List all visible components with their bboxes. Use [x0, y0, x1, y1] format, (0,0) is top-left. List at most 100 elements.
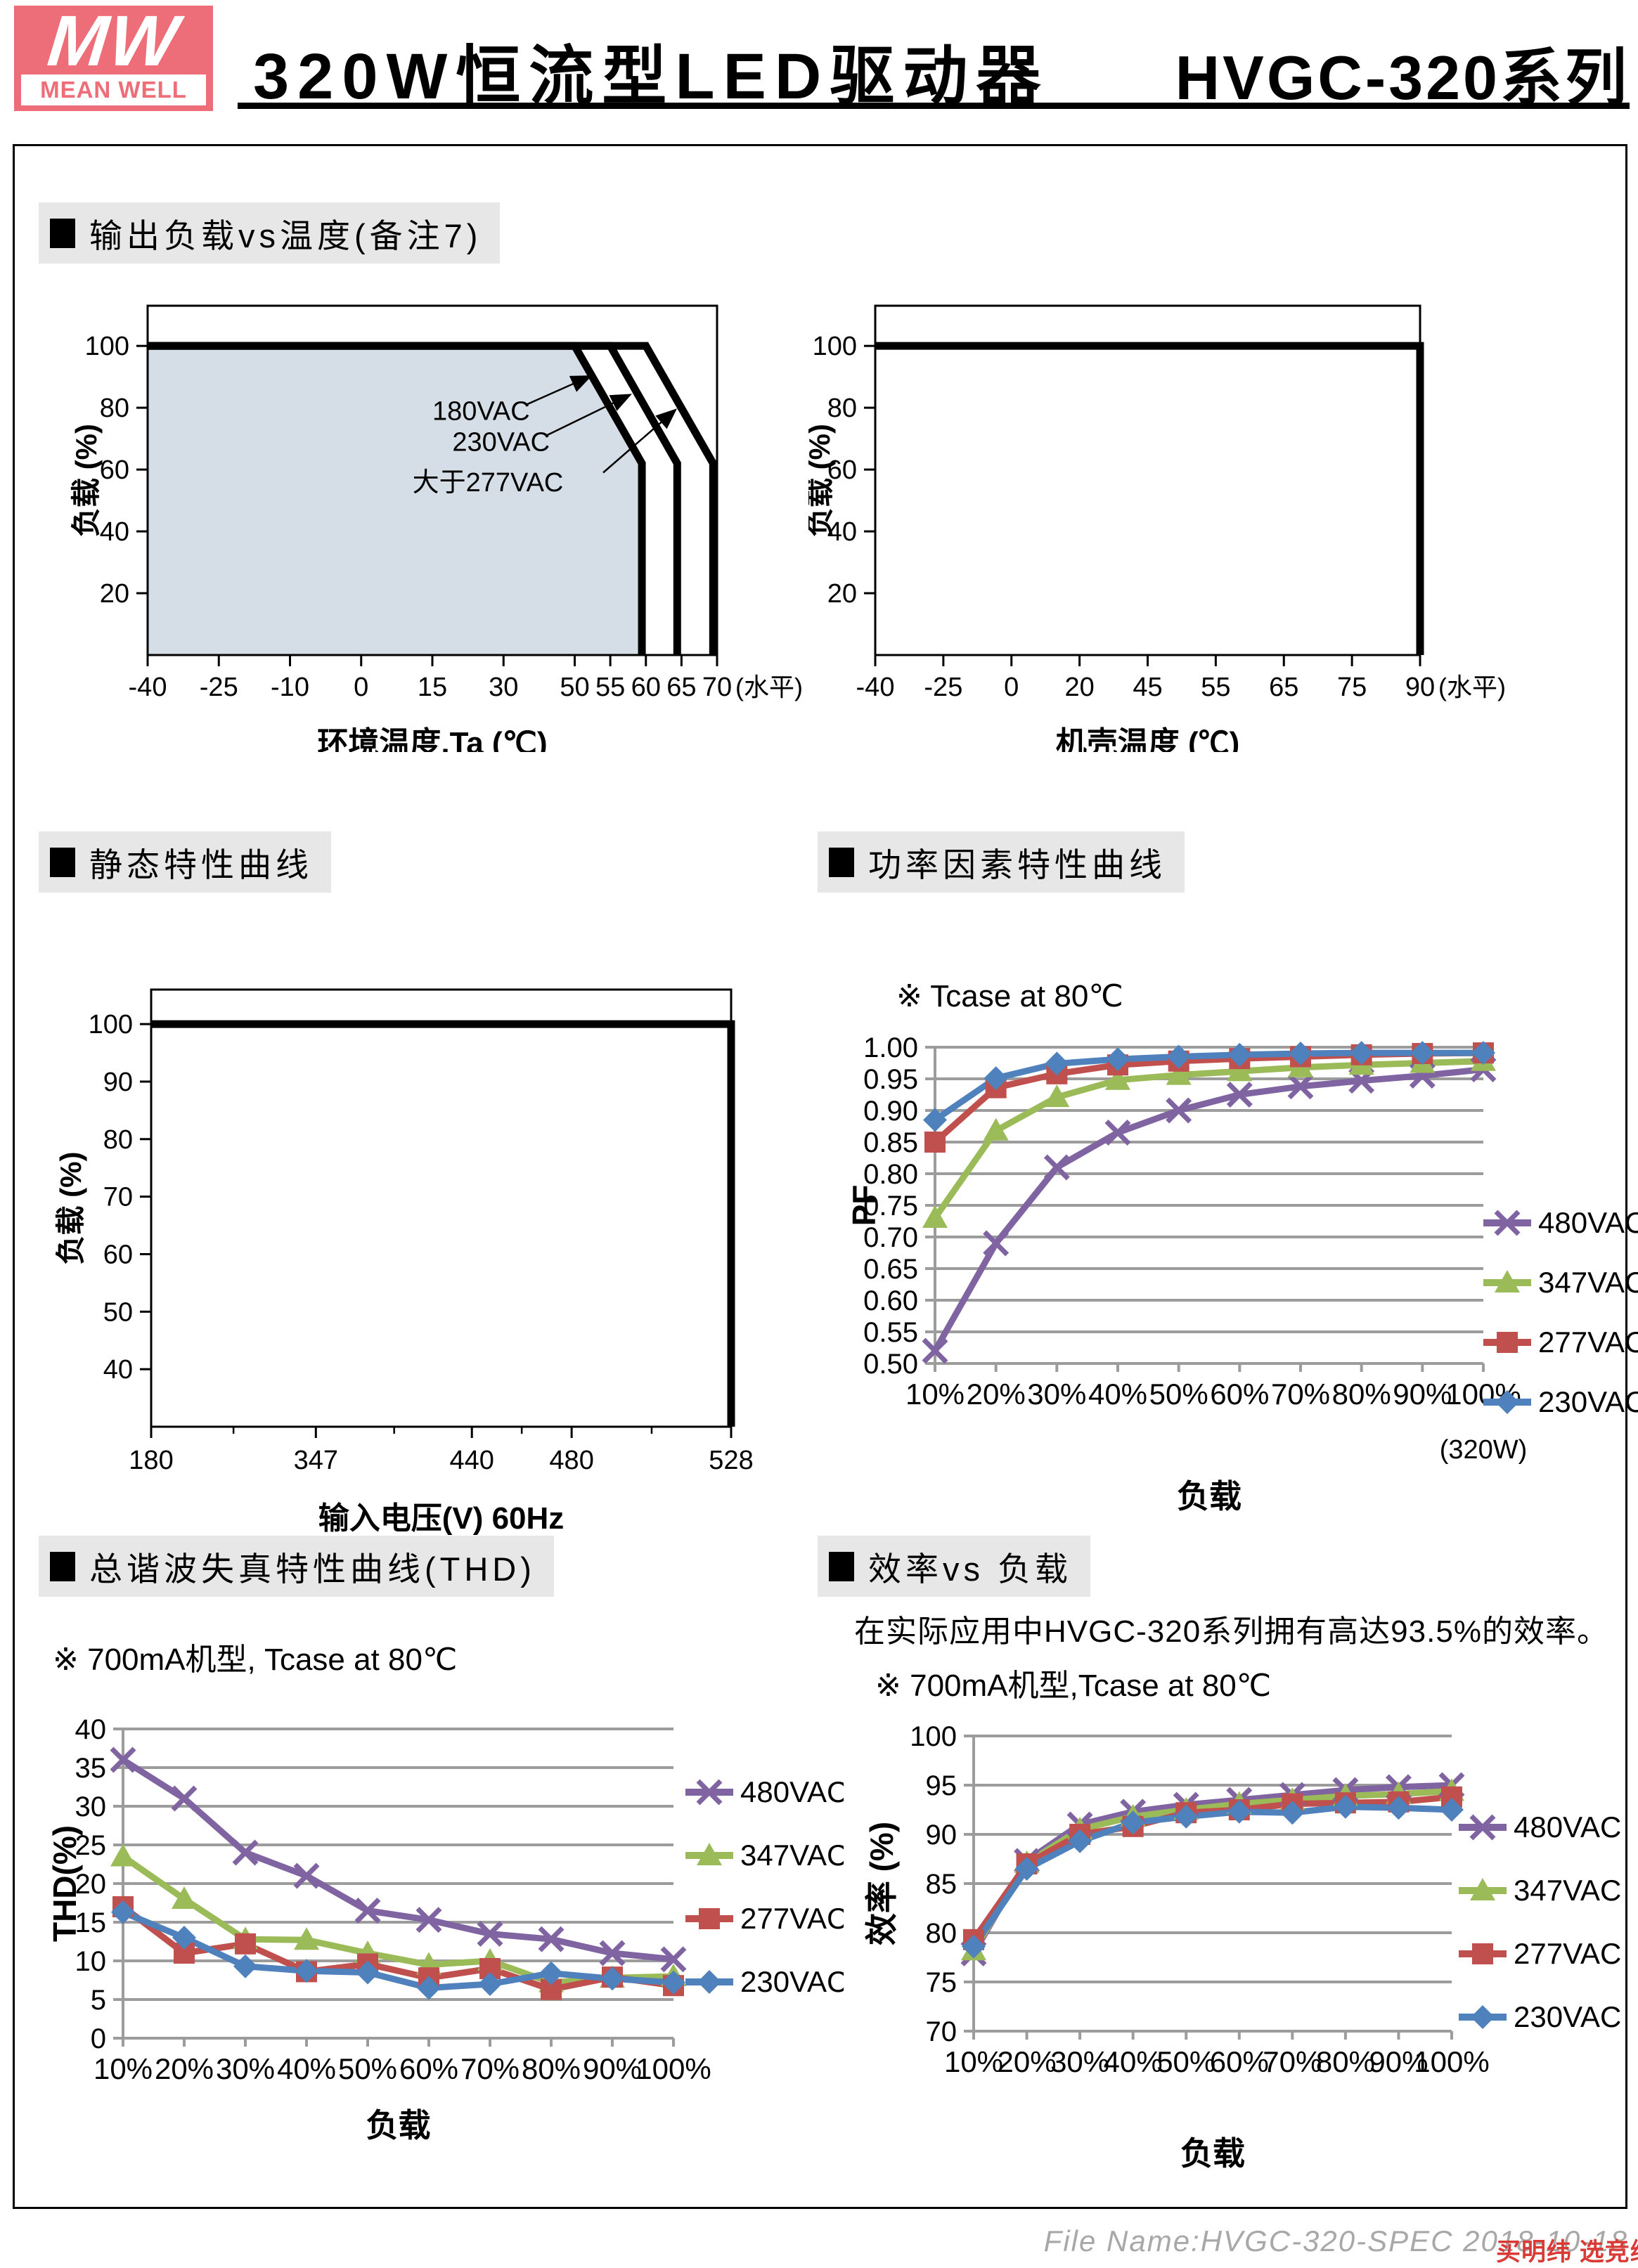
pf-vs-load-chart: 0.50 0.55 0.60 0.65 0.70 0.75 0.80 0.85 0.90 0.95… — [808, 1019, 1638, 1536]
page-title: 320W恒流型LED驱动器 — [253, 41, 1050, 112]
svg-text:25: 25 — [75, 1830, 107, 1861]
svg-text:40: 40 — [100, 517, 129, 547]
section-heading-label: 效率vs 负载 — [868, 1550, 1073, 1588]
svg-text:90%: 90% — [583, 2052, 642, 2085]
svg-text:80: 80 — [100, 394, 129, 423]
svg-text:10: 10 — [75, 1946, 107, 1977]
svg-text:(水平): (水平) — [735, 673, 803, 701]
svg-text:100: 100 — [910, 1721, 957, 1752]
svg-text:80: 80 — [827, 394, 857, 423]
svg-text:负载: 负载 — [1177, 1478, 1242, 1515]
svg-text:负载 (%): 负载 (%) — [808, 424, 836, 537]
svg-text:35: 35 — [75, 1753, 107, 1784]
svg-text:60%: 60% — [399, 2052, 458, 2085]
svg-text:1.00: 1.00 — [863, 1032, 918, 1063]
svg-text:50: 50 — [560, 673, 589, 702]
svg-text:180: 180 — [129, 1446, 173, 1475]
section-bullet-icon — [829, 1551, 854, 1581]
svg-text:75: 75 — [926, 1967, 957, 1998]
svg-text:90: 90 — [926, 1820, 957, 1851]
svg-text:-10: -10 — [271, 673, 309, 702]
svg-text:40: 40 — [827, 517, 857, 547]
section-heading-label: 输出负载vs温度(备注7) — [89, 217, 482, 254]
svg-text:480VAC: 480VAC — [740, 1775, 844, 1808]
case-derating-svg: 20 40 60 80 100 -40 -25 0 20 45 55 65 75 90 (水平) 负载 (%)… — [803, 304, 1506, 760]
svg-text:20: 20 — [100, 579, 129, 609]
thd-note: ※ 700mA机型, Tcase at 80℃ — [53, 1642, 458, 1677]
svg-text:80: 80 — [926, 1918, 957, 1949]
svg-text:40: 40 — [75, 1714, 107, 1745]
svg-text:60%: 60% — [1210, 2045, 1269, 2078]
svg-text:100: 100 — [813, 332, 857, 361]
svg-text:0: 0 — [1004, 673, 1019, 702]
svg-text:0.65: 0.65 — [863, 1254, 918, 1285]
svg-text:347: 347 — [294, 1446, 338, 1475]
svg-text:0.75: 0.75 — [863, 1191, 918, 1222]
svg-text:60%: 60% — [1210, 1378, 1269, 1411]
svg-text:-40: -40 — [856, 673, 895, 702]
svg-text:100: 100 — [85, 332, 129, 361]
section-heading-derating: 输出负载vs温度(备注7) — [39, 202, 501, 264]
svg-text:60: 60 — [103, 1240, 133, 1269]
svg-text:60: 60 — [827, 455, 857, 485]
svg-text:0: 0 — [354, 673, 368, 702]
svg-text:30%: 30% — [1027, 1378, 1086, 1411]
svg-text:50%: 50% — [338, 2052, 397, 2085]
svg-text:230VAC: 230VAC — [452, 428, 550, 458]
svg-text:55: 55 — [595, 673, 625, 702]
svg-text:PF: PF — [846, 1185, 882, 1226]
static-characteristic-svg: 40 50 60 70 80 90 100 180 347 440 480 528 负载 (%) 输入电压… — [54, 988, 754, 1536]
section-bullet-icon — [829, 847, 854, 877]
svg-text:45: 45 — [1133, 673, 1162, 702]
ambient-derating-chart: 20 40 60 80 100 -40 -25 -10 0 15 30 50 55 60 65 70 (水平) 1… — [67, 295, 854, 760]
svg-text:85: 85 — [926, 1869, 957, 1900]
svg-text:60: 60 — [100, 455, 129, 485]
pf-vs-load-svg: 0.500.550.600.650.700.750.800.850.900.95… — [846, 1032, 1638, 1515]
svg-text:15: 15 — [75, 1907, 107, 1938]
svg-text:80%: 80% — [522, 2052, 581, 2085]
title-rule — [238, 103, 1630, 109]
svg-text:THD(%): THD(%) — [46, 1825, 83, 1942]
svg-text:230VAC: 230VAC — [1514, 2000, 1621, 2033]
svg-text:15: 15 — [418, 673, 447, 702]
svg-text:70: 70 — [103, 1183, 133, 1212]
series-title: HVGC-320系列 — [1175, 43, 1630, 112]
svg-text:347VAC: 347VAC — [740, 1839, 844, 1872]
svg-text:0.95: 0.95 — [863, 1064, 918, 1095]
svg-text:环境温度,Ta (℃): 环境温度,Ta (℃) — [317, 726, 547, 752]
svg-text:负载 (%): 负载 (%) — [70, 424, 103, 537]
svg-text:30%: 30% — [1050, 2045, 1109, 2078]
svg-text:65: 65 — [666, 673, 696, 702]
content-border — [13, 144, 1627, 2209]
svg-text:40%: 40% — [1088, 1378, 1147, 1411]
svg-text:30: 30 — [489, 673, 518, 702]
svg-text:20%: 20% — [967, 1378, 1026, 1411]
svg-text:0.55: 0.55 — [863, 1317, 918, 1348]
svg-text:70%: 70% — [460, 2052, 520, 2085]
svg-text:90: 90 — [1405, 673, 1435, 702]
svg-text:机壳温度 (℃): 机壳温度 (℃) — [1056, 726, 1240, 752]
svg-text:80%: 80% — [1332, 1378, 1391, 1411]
svg-text:负载: 负载 — [366, 2107, 431, 2144]
section-bullet-icon — [50, 1551, 75, 1581]
svg-text:0.70: 0.70 — [863, 1222, 918, 1253]
svg-text:50%: 50% — [1149, 1378, 1208, 1411]
section-bullet-icon — [50, 218, 75, 248]
svg-text:90%: 90% — [1393, 1378, 1452, 1411]
svg-text:60: 60 — [631, 673, 661, 702]
svg-text:347VAC: 347VAC — [1538, 1266, 1638, 1299]
svg-text:20%: 20% — [155, 2052, 214, 2085]
svg-text:277VAC: 277VAC — [740, 1902, 844, 1935]
svg-text:30: 30 — [75, 1791, 107, 1822]
svg-text:-25: -25 — [200, 673, 238, 702]
section-heading-pf: 功率因素特性曲线 — [818, 831, 1185, 893]
svg-text:230VAC: 230VAC — [1538, 1385, 1638, 1418]
svg-text:347VAC: 347VAC — [1514, 1874, 1621, 1907]
svg-text:95: 95 — [926, 1770, 957, 1801]
svg-text:50: 50 — [103, 1297, 133, 1327]
svg-text:20%: 20% — [998, 2045, 1057, 2078]
meanwell-logo: MW MEAN WELL — [14, 1, 213, 111]
svg-text:100%: 100% — [636, 2052, 711, 2085]
